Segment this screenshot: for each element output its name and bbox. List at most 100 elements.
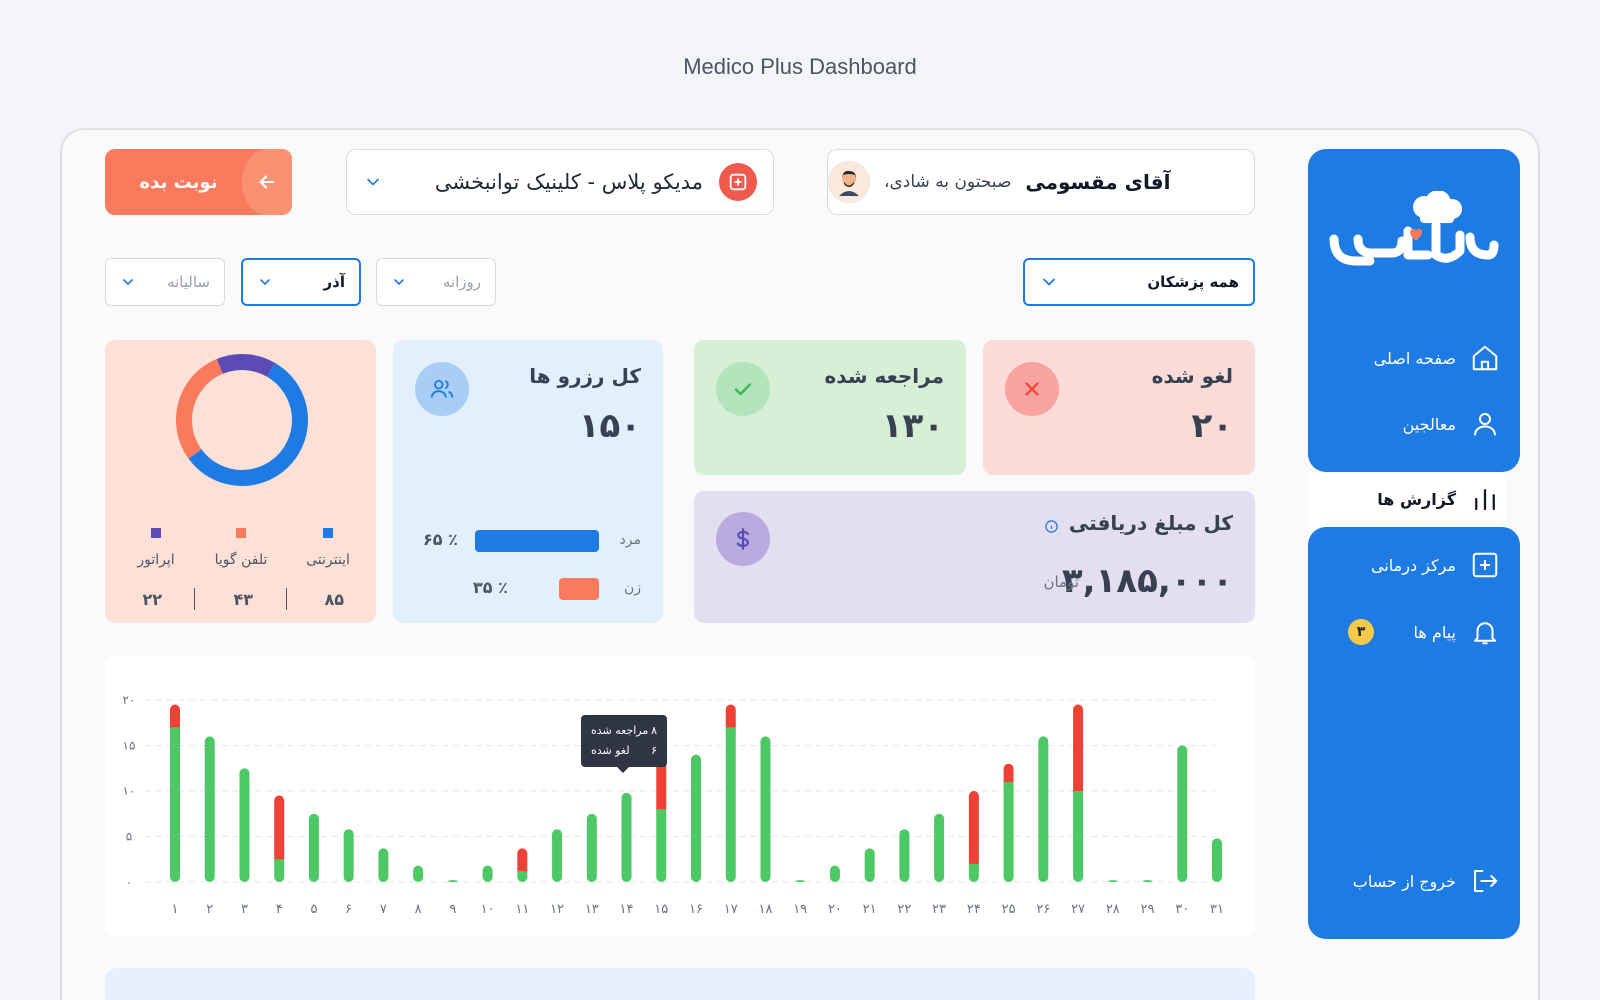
revenue-unit: تومان <box>1043 573 1079 591</box>
bar-cancelled-17[interactable] <box>725 704 736 733</box>
bar-cancelled-1[interactable] <box>170 704 180 733</box>
bar-visited-1[interactable] <box>170 727 180 882</box>
x-tick-label: ۲۲ <box>897 902 911 917</box>
bar-visited-22[interactable] <box>899 829 910 882</box>
bar-visited-27[interactable] <box>1073 791 1084 882</box>
x-tick-label: ۲۶ <box>1036 902 1050 917</box>
x-tick-label: ۲۸ <box>1106 902 1120 917</box>
operator-count: ۲۲ <box>142 590 162 609</box>
y-tick-label: ۰ <box>126 875 132 889</box>
dollar-icon <box>716 512 770 566</box>
daily-filter-select[interactable]: روزانه <box>376 258 496 306</box>
bar-visited-2[interactable] <box>204 736 215 882</box>
daily-filter-value: روزانه <box>442 273 481 291</box>
sidebar-item-practitioners[interactable]: معالجین <box>1308 398 1520 450</box>
x-tick-label: ۳ <box>241 902 248 917</box>
chart-icon <box>1475 489 1495 511</box>
bar-visited-28[interactable] <box>1107 880 1118 882</box>
cancelled-card: لغو شده ۲۰ <box>983 340 1255 475</box>
donut-slice-2 <box>176 354 308 486</box>
doctor-filter-select[interactable]: همه پزشکان <box>1023 258 1255 306</box>
bar-cancelled-11[interactable] <box>517 848 528 877</box>
home-icon <box>1472 345 1498 371</box>
x-tick-label: ۱۷ <box>724 902 738 917</box>
yearly-filter-select[interactable]: سالیانه <box>105 258 225 306</box>
bar-visited-15[interactable] <box>656 809 667 882</box>
bar-joint-25 <box>1003 781 1014 788</box>
ivr-count: ۴۳ <box>233 590 253 609</box>
bar-visited-23[interactable] <box>934 813 945 882</box>
x-tick-label: ۱۳ <box>585 902 599 917</box>
clinic-name: مدیکو پلاس - کلینیک توانبخشی <box>434 170 703 194</box>
visited-value: ۱۳۰ <box>881 406 944 446</box>
x-tick-label: ۲۳ <box>932 902 946 917</box>
legend-swatch <box>236 528 246 538</box>
doctor-filter-value: همه پزشکان <box>1147 273 1239 291</box>
donut-slice-1 <box>176 354 308 486</box>
bar-visited-19[interactable] <box>795 880 806 882</box>
bar-visited-29[interactable] <box>1142 880 1153 882</box>
page-title: Medico Plus Dashboard <box>683 54 917 79</box>
bar-visited-9[interactable] <box>447 880 458 882</box>
brand-logo[interactable] <box>1328 191 1500 275</box>
sidebar-item-home[interactable]: صفحه اصلی <box>1308 332 1520 384</box>
sidebar-item-reports[interactable]: گزارش ها <box>1308 473 1520 525</box>
bar-visited-12[interactable] <box>552 829 563 882</box>
bar-visited-20[interactable] <box>829 865 840 882</box>
bar-visited-30[interactable] <box>1177 745 1188 883</box>
chevron-down-icon <box>260 279 270 286</box>
bar-cancelled-4[interactable] <box>274 795 285 865</box>
bar-visited-3[interactable] <box>239 768 250 882</box>
bar-visited-10[interactable] <box>482 865 493 882</box>
bar-joint-15 <box>656 809 667 816</box>
revenue-card: کل مبلغ دریافتی ۳,۱۸۵,۰۰۰ تومان <box>694 491 1255 623</box>
x-tick-label: ۱۴ <box>620 902 634 917</box>
clinic-selector[interactable]: مدیکو پلاس - کلینیک توانبخشی <box>346 149 774 215</box>
x-tick-label: ۶ <box>345 902 352 917</box>
bar-visited-31[interactable] <box>1212 838 1222 882</box>
bar-visited-13[interactable] <box>586 813 597 882</box>
bar-visited-18[interactable] <box>760 736 771 882</box>
bell-icon <box>1474 622 1496 645</box>
month-filter-select[interactable]: آذر <box>241 258 361 306</box>
logout-button[interactable]: خروج از حساب <box>1308 855 1520 907</box>
bar-visited-26[interactable] <box>1038 736 1049 882</box>
close-icon <box>1005 362 1059 416</box>
chevron-down-icon <box>367 178 379 186</box>
x-tick-label: ۳۱ <box>1210 902 1224 917</box>
bar-cancelled-15[interactable] <box>656 754 667 815</box>
bar-cancelled-27[interactable] <box>1073 704 1084 796</box>
x-tick-label: ۲۱ <box>863 902 877 917</box>
sidebar-item-messages[interactable]: پیام ها ۳ <box>1308 606 1520 658</box>
y-tick-label: ۵ <box>126 830 132 844</box>
bar-visited-25[interactable] <box>1003 781 1014 882</box>
chevron-down-icon <box>394 279 404 286</box>
bar-visited-8[interactable] <box>413 865 424 882</box>
bar-visited-5[interactable] <box>308 813 319 882</box>
book-appointment-button[interactable]: نوبت بده <box>105 149 292 215</box>
bar-visited-16[interactable] <box>691 754 701 882</box>
x-tick-label: ۱ <box>172 902 179 917</box>
legend-swatch <box>323 528 333 538</box>
sidebar-item-label: پیام ها <box>1413 622 1456 642</box>
bar-visited-17[interactable] <box>725 727 736 882</box>
bar-joint-11 <box>517 871 528 878</box>
user-icon <box>1474 413 1496 436</box>
bar-visited-21[interactable] <box>864 848 875 882</box>
x-tick-label: ۱۰ <box>481 902 495 917</box>
avatar[interactable] <box>828 161 870 203</box>
bar-visited-7[interactable] <box>378 848 389 882</box>
sidebar-item-label: صفحه اصلی <box>1373 348 1456 368</box>
x-tick-label: ۹ <box>449 902 456 917</box>
sidebar-item-medical-center[interactable]: مرکز درمانی <box>1308 539 1520 591</box>
bar-cancelled-25[interactable] <box>1003 763 1014 787</box>
sidebar-item-label: گزارش ها <box>1377 489 1456 509</box>
user-name: آقای مقسومی <box>1025 170 1171 194</box>
sidebar-item-label: مرکز درمانی <box>1370 555 1456 575</box>
bar-visited-14[interactable] <box>621 792 632 882</box>
y-tick-label: ۱۵ <box>123 739 136 753</box>
x-tick-label: ۲۰ <box>828 902 842 917</box>
info-icon[interactable] <box>1044 519 1059 534</box>
bar-visited-6[interactable] <box>343 829 354 882</box>
bar-cancelled-24[interactable] <box>968 791 979 869</box>
